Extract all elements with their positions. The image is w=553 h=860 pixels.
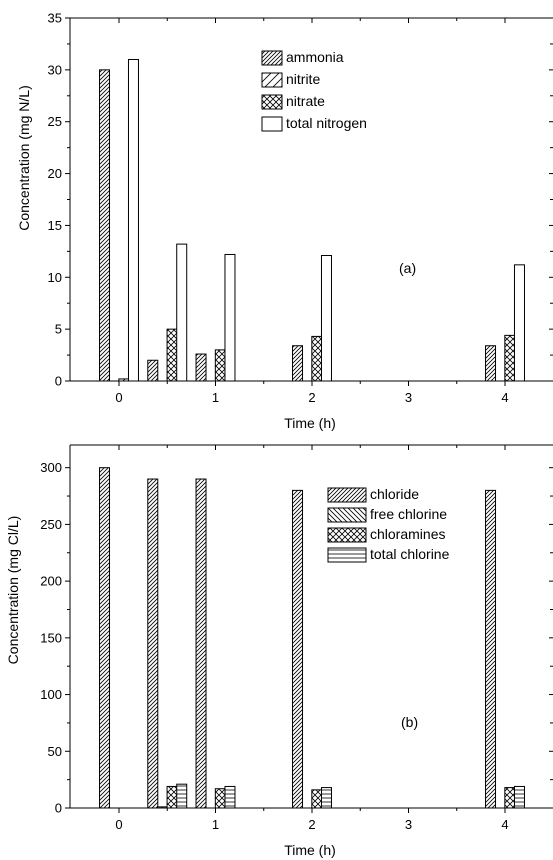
bar-ammonia (99, 69, 111, 382)
legend-label: free chlorine (370, 506, 447, 522)
legend-swatch (261, 50, 283, 66)
bar-chloride (292, 489, 304, 809)
legend-swatch (261, 116, 283, 132)
legend-swatch (261, 72, 283, 88)
legend-swatch (261, 94, 283, 110)
bar-chloramines (214, 788, 226, 809)
panel-a-x-axis-title: Time (h) (284, 415, 336, 431)
x-tick-label: 1 (212, 390, 219, 405)
bar-chloride (195, 478, 207, 809)
legend-label: nitrite (286, 71, 320, 87)
y-tick-label: 250 (40, 517, 62, 532)
x-tick-label: 3 (405, 390, 412, 405)
bar-total-chlorine (224, 785, 236, 809)
y-tick-label: 30 (48, 62, 62, 77)
x-tick-label: 1 (212, 817, 219, 832)
y-tick-label: 50 (48, 744, 62, 759)
bar-total-nitrogen (176, 243, 188, 382)
bar-total-chlorine (176, 783, 188, 809)
y-tick-label: 0 (55, 801, 62, 816)
y-tick-label: 0 (55, 374, 62, 389)
y-tick-label: 300 (40, 460, 62, 475)
x-tick-label: 0 (115, 817, 122, 832)
bar-nitrate (311, 335, 323, 382)
bar-ammonia (147, 359, 159, 382)
panel-b-y-axis-title: Concentration (mg Cl/L) (5, 516, 21, 665)
bar-nitrate (166, 328, 178, 382)
bar-chloramines (166, 785, 178, 809)
bar-chloride (147, 478, 159, 809)
bar-total-nitrogen (127, 58, 139, 382)
bar-total-chlorine (320, 787, 332, 809)
bar-total-nitrogen (513, 264, 525, 382)
y-tick-label: 10 (48, 270, 62, 285)
legend-label: nitrate (286, 93, 325, 109)
x-tick-label: 2 (308, 390, 315, 405)
y-tick-label: 200 (40, 574, 62, 589)
y-tick-label: 20 (48, 166, 62, 181)
panel-a: (a) Time (h) Concentration (mg N/L) 0510… (16, 11, 553, 431)
bar-total-nitrogen (320, 255, 332, 382)
x-tick-label: 2 (308, 817, 315, 832)
bar-nitrate (504, 334, 516, 382)
y-tick-label: 150 (40, 630, 62, 645)
legend-label: total nitrogen (286, 115, 367, 131)
legend-swatch (327, 507, 367, 523)
legend-label: total chlorine (370, 546, 450, 562)
x-tick-label: 4 (501, 390, 508, 405)
bar-free-chlorine (156, 806, 168, 809)
legend-label: chloramines (370, 526, 445, 542)
bar-chloramines (504, 787, 516, 809)
x-tick-label: 4 (501, 817, 508, 832)
legend-label: chloride (370, 486, 419, 502)
panel-b-label: (b) (401, 714, 418, 730)
bar-chloride (99, 467, 111, 809)
bar-ammonia (292, 345, 304, 382)
y-tick-label: 5 (55, 322, 62, 337)
bar-ammonia (195, 353, 207, 382)
bar-chloramines (311, 789, 323, 809)
y-tick-label: 35 (48, 11, 62, 26)
bar-chloride (485, 489, 497, 809)
y-tick-label: 15 (48, 218, 62, 233)
legend-label: ammonia (286, 49, 344, 65)
y-tick-label: 100 (40, 687, 62, 702)
bar-total-nitrogen (224, 253, 236, 382)
x-tick-label: 3 (405, 817, 412, 832)
legend-swatch (327, 487, 367, 503)
panel-a-label: (a) (399, 260, 416, 276)
legend-swatch (327, 547, 367, 563)
bar-total-chlorine (513, 785, 525, 809)
x-tick-label: 0 (115, 390, 122, 405)
bar-nitrate (214, 349, 226, 382)
bar-nitrite (118, 378, 130, 382)
panel-b-x-axis-title: Time (h) (284, 842, 336, 858)
panel-b: (b) Time (h) Concentration (mg Cl/L) 0 50… (5, 444, 553, 858)
y-tick-label: 25 (48, 114, 62, 129)
panel-a-y-axis-title: Concentration (mg N/L) (16, 85, 32, 231)
bar-ammonia (485, 345, 497, 382)
legend-swatch (327, 527, 367, 543)
